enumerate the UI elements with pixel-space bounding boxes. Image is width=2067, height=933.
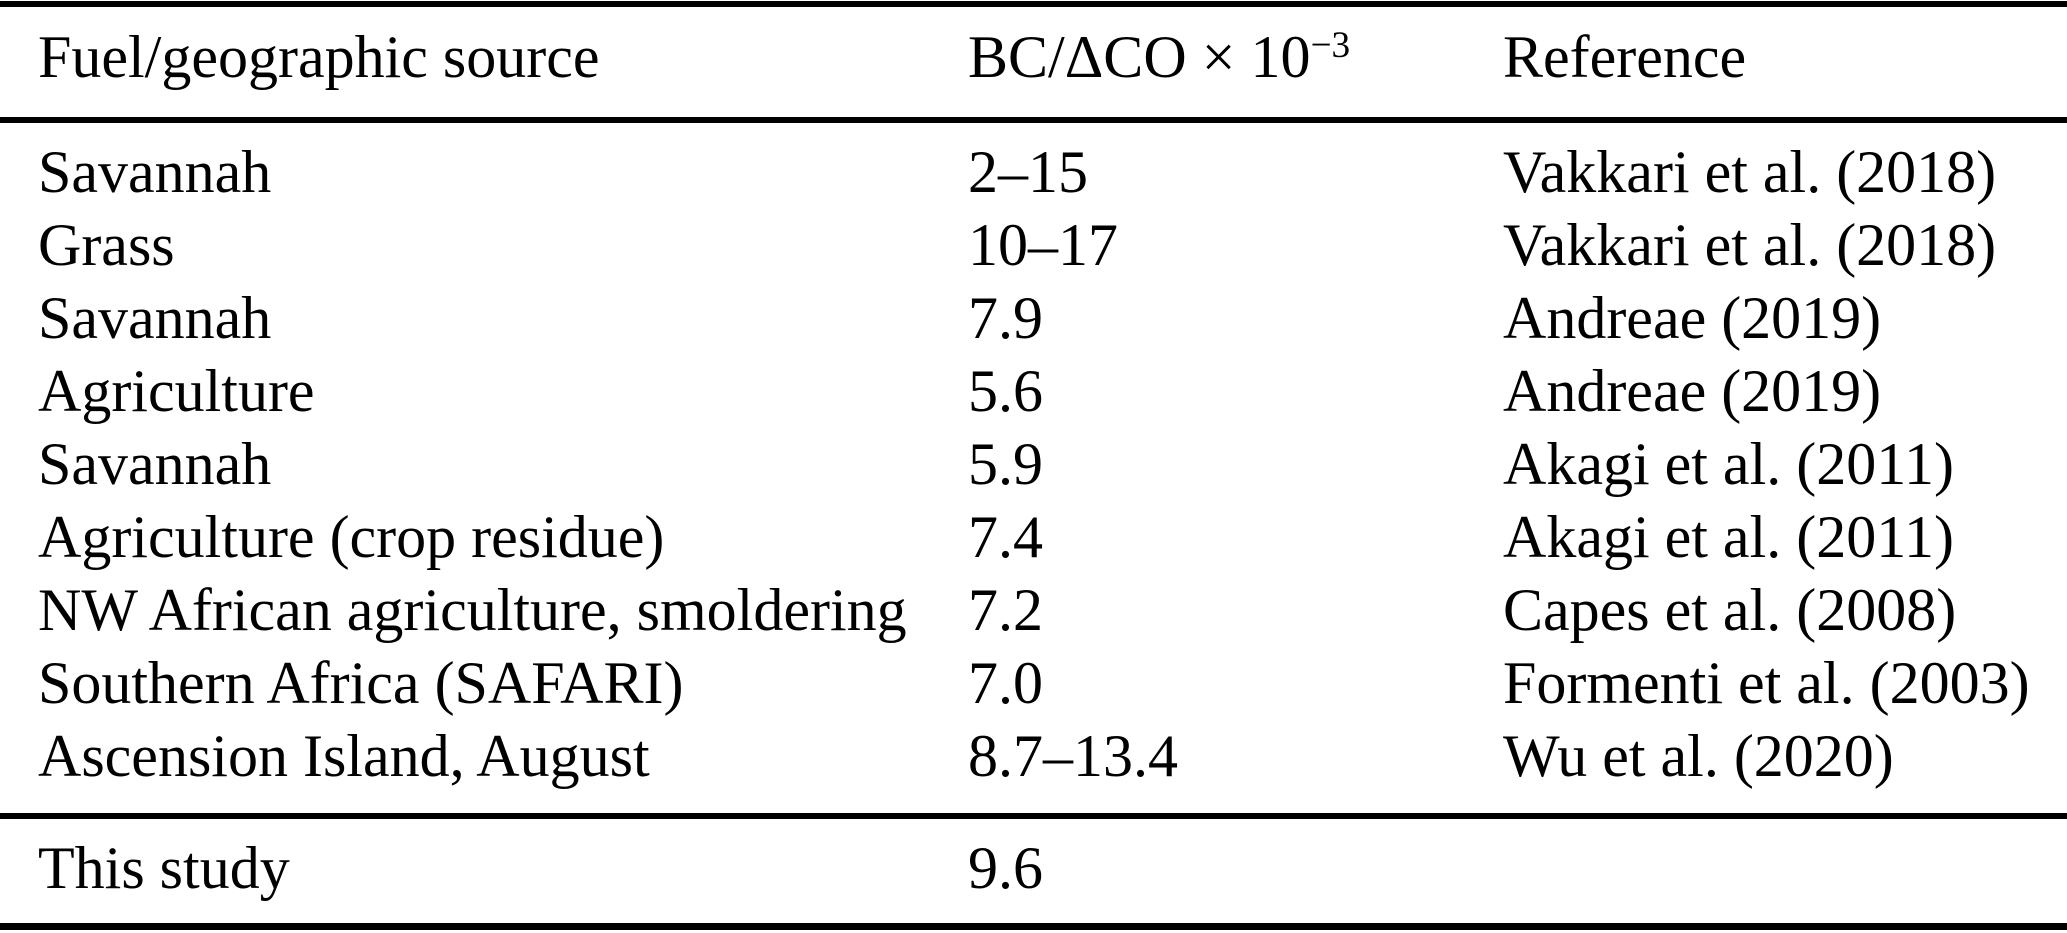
fuel-source-cell: Savannah (38, 431, 272, 497)
table-body: Savannah 2–15 Vakkari et al. (2018) Gras… (0, 136, 2067, 793)
bc-co-ratio-cell: 5.6 (968, 358, 1043, 424)
table-row: Savannah 5.9 Akagi et al. (2011) (0, 428, 2067, 501)
col-header-bc-co-ratio: BC/ΔCO × 10−3 (968, 23, 1503, 92)
bc-co-ratio-cell: 7.4 (968, 504, 1043, 570)
fuel-source-cell: Grass (38, 212, 175, 278)
fuel-source-cell: Savannah (38, 285, 272, 351)
reference-cell: Andreae (2019) (1503, 285, 1882, 351)
fuel-source-cell: NW African agriculture, smoldering (38, 577, 907, 643)
reference-cell: Formenti et al. (2003) (1503, 650, 2030, 716)
bc-co-ratio-cell: 5.9 (968, 431, 1043, 497)
col-header-reference: Reference (1503, 24, 1747, 90)
reference-cell: Akagi et al. (2011) (1503, 431, 1954, 497)
fuel-source-cell: Agriculture (crop residue) (38, 504, 665, 570)
header-separator-rule (0, 117, 2067, 123)
bc-co-ratio-cell: 7.0 (968, 650, 1043, 716)
col-header-fuel-source: Fuel/geographic source (38, 24, 600, 90)
reference-cell: Capes et al. (2008) (1503, 577, 1957, 643)
reference-cell: Akagi et al. (2011) (1503, 504, 1954, 570)
table-bottom-rule (0, 923, 2067, 930)
table-row: Ascension Island, August 8.7–13.4 Wu et … (0, 720, 2067, 793)
table-row: NW African agriculture, smoldering 7.2 C… (0, 574, 2067, 647)
fuel-source-cell: Southern Africa (SAFARI) (38, 650, 684, 716)
table-row: Savannah 7.9 Andreae (2019) (0, 282, 2067, 355)
reference-cell: Vakkari et al. (2018) (1503, 212, 1997, 278)
fuel-source-cell: Savannah (38, 139, 272, 205)
table-header-row: Fuel/geographic source BC/ΔCO × 10−3 Ref… (0, 21, 2067, 94)
body-separator-rule (0, 813, 2067, 819)
bc-co-ratio-cell: 2–15 (968, 139, 1088, 205)
fuel-source-cell: This study (38, 835, 290, 901)
bc-co-ratio-cell: 7.2 (968, 577, 1043, 643)
reference-cell: Vakkari et al. (2018) (1503, 139, 1997, 205)
table-row: Southern Africa (SAFARI) 7.0 Formenti et… (0, 647, 2067, 720)
reference-cell: Andreae (2019) (1503, 358, 1882, 424)
reference-cell: Wu et al. (2020) (1503, 723, 1894, 789)
ratio-header-base: BC/ΔCO × 10 (968, 24, 1311, 90)
table-row: Agriculture (crop residue) 7.4 Akagi et … (0, 501, 2067, 574)
bc-co-ratio-cell: 8.7–13.4 (968, 723, 1178, 789)
table-row: Agriculture 5.6 Andreae (2019) (0, 355, 2067, 428)
ratio-header-exponent: −3 (1310, 24, 1351, 66)
fuel-source-cell: Ascension Island, August (38, 723, 650, 789)
table-row: Grass 10–17 Vakkari et al. (2018) (0, 209, 2067, 282)
fuel-source-cell: Agriculture (38, 358, 315, 424)
this-study-row: This study 9.6 (0, 832, 2067, 905)
table-top-rule (0, 1, 2067, 7)
table-row: Savannah 2–15 Vakkari et al. (2018) (0, 136, 2067, 209)
bc-co-ratio-cell: 9.6 (968, 835, 1043, 901)
bc-co-ratio-cell: 10–17 (968, 212, 1118, 278)
bc-co-ratio-cell: 7.9 (968, 285, 1043, 351)
